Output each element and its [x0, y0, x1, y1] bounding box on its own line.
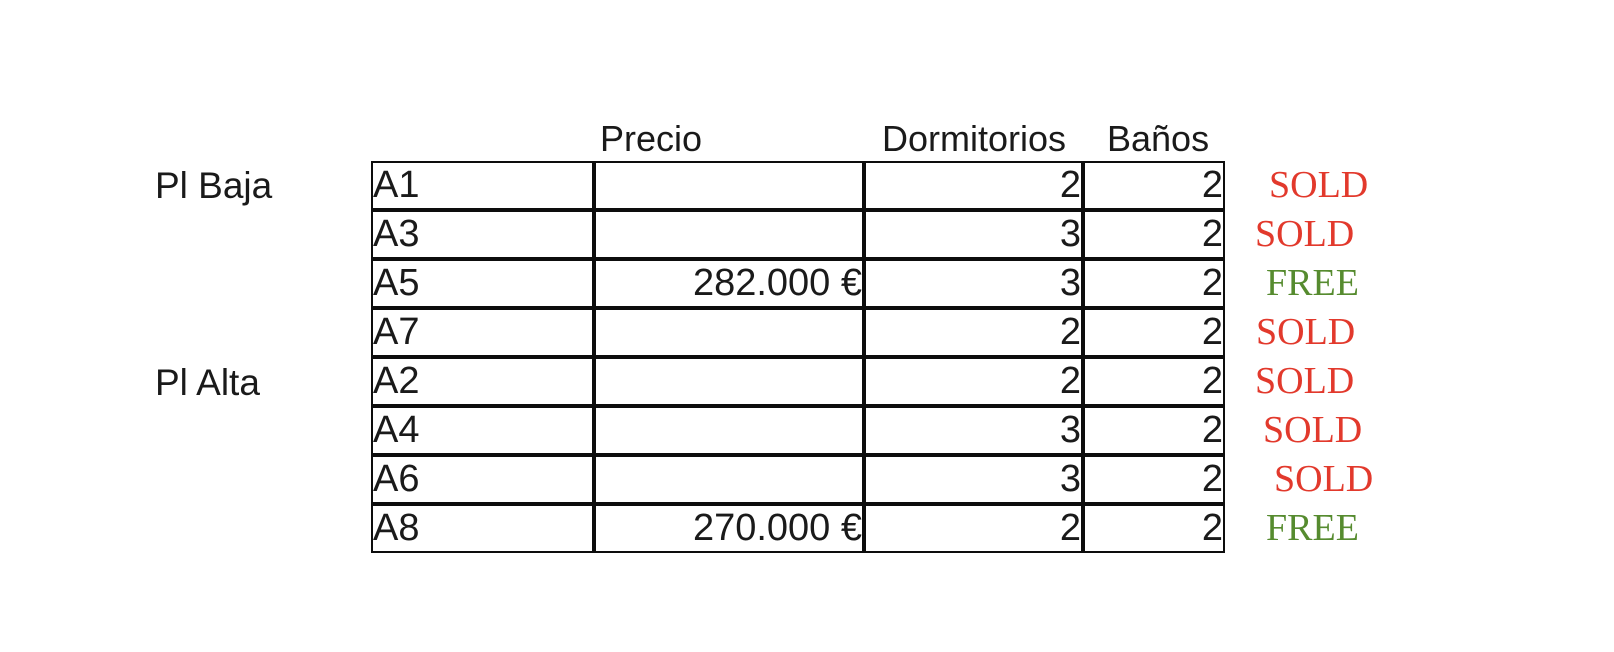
table-row: A8 270.000 € 2 2 [371, 504, 1225, 553]
table-row: A4 3 2 [371, 406, 1225, 455]
column-header-dormitorios: Dormitorios [882, 118, 1067, 159]
bathrooms-cell[interactable]: 2 [1083, 259, 1225, 308]
status-label: SOLD [1255, 360, 1355, 402]
status-label: SOLD [1256, 311, 1356, 353]
bedrooms-cell[interactable]: 3 [864, 406, 1083, 455]
unit-cell[interactable]: A3 [371, 210, 594, 259]
bathrooms-cell[interactable]: 2 [1083, 161, 1225, 210]
price-cell[interactable] [594, 210, 864, 259]
table-row: A1 2 2 [371, 161, 1225, 210]
table-row: A5 282.000 € 3 2 [371, 259, 1225, 308]
unit-cell[interactable]: A1 [371, 161, 594, 210]
unit-cell[interactable]: A7 [371, 308, 594, 357]
status-label: FREE [1266, 507, 1359, 549]
bedrooms-cell[interactable]: 2 [864, 357, 1083, 406]
bedrooms-cell[interactable]: 3 [864, 259, 1083, 308]
bedrooms-cell[interactable]: 2 [864, 161, 1083, 210]
unit-cell[interactable]: A2 [371, 357, 594, 406]
price-cell[interactable] [594, 455, 864, 504]
bathrooms-cell[interactable]: 2 [1083, 455, 1225, 504]
price-cell[interactable] [594, 308, 864, 357]
unit-cell[interactable]: A8 [371, 504, 594, 553]
table-row: A3 3 2 [371, 210, 1225, 259]
bedrooms-cell[interactable]: 2 [864, 308, 1083, 357]
bedrooms-cell[interactable]: 2 [864, 504, 1083, 553]
price-cell[interactable] [594, 406, 864, 455]
floor-label-pl-alta: Pl Alta [155, 362, 260, 403]
bathrooms-cell[interactable]: 2 [1083, 308, 1225, 357]
table-row: A2 2 2 [371, 357, 1225, 406]
table-row: A7 2 2 [371, 308, 1225, 357]
unit-cell[interactable]: A5 [371, 259, 594, 308]
column-header-precio: Precio [600, 118, 703, 159]
status-label: SOLD [1274, 458, 1374, 500]
price-cell[interactable]: 282.000 € [594, 259, 864, 308]
unit-cell[interactable]: A4 [371, 406, 594, 455]
bathrooms-cell[interactable]: 2 [1083, 406, 1225, 455]
status-label: FREE [1266, 262, 1359, 304]
bathrooms-cell[interactable]: 2 [1083, 357, 1225, 406]
floor-label-pl-baja: Pl Baja [155, 165, 273, 206]
property-table: A1 2 2 A3 3 2 A5 282.000 € 3 2 A7 2 [371, 161, 1225, 553]
status-label: SOLD [1263, 409, 1363, 451]
price-cell[interactable] [594, 161, 864, 210]
bedrooms-cell[interactable]: 3 [864, 210, 1083, 259]
bathrooms-cell[interactable]: 2 [1083, 504, 1225, 553]
unit-cell[interactable]: A6 [371, 455, 594, 504]
table-row: A6 3 2 [371, 455, 1225, 504]
status-label: SOLD [1255, 213, 1355, 255]
price-cell[interactable] [594, 357, 864, 406]
column-header-banos: Baños [1107, 118, 1210, 159]
price-cell[interactable]: 270.000 € [594, 504, 864, 553]
bathrooms-cell[interactable]: 2 [1083, 210, 1225, 259]
status-label: SOLD [1269, 164, 1369, 206]
bedrooms-cell[interactable]: 3 [864, 455, 1083, 504]
